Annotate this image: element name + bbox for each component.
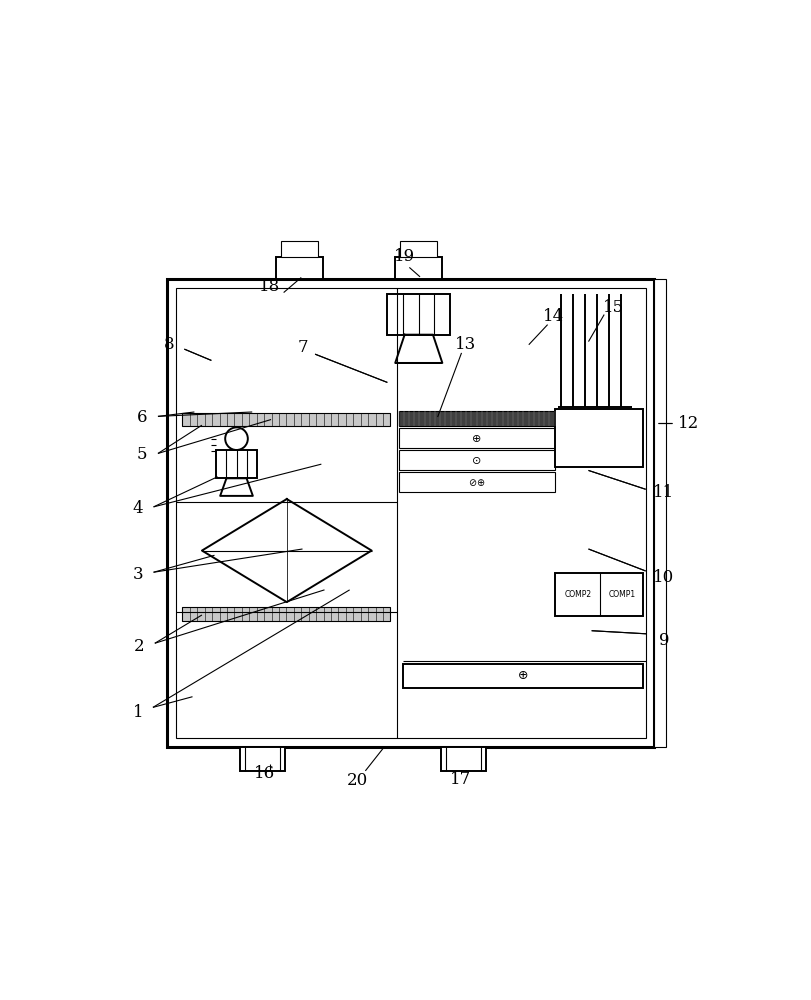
Text: 12: 12 bbox=[679, 415, 700, 432]
Bar bbox=[167, 279, 654, 747]
Text: COMP1: COMP1 bbox=[609, 590, 636, 599]
Bar bbox=[276, 257, 323, 279]
Bar bbox=[401, 241, 437, 257]
Text: 1: 1 bbox=[132, 704, 144, 721]
Bar bbox=[216, 450, 257, 478]
Bar bbox=[399, 428, 555, 448]
Text: 10: 10 bbox=[654, 569, 675, 586]
Bar bbox=[654, 279, 666, 747]
Bar bbox=[399, 411, 555, 426]
Text: 18: 18 bbox=[260, 278, 281, 295]
Text: $\oplus$: $\oplus$ bbox=[471, 433, 482, 444]
Bar bbox=[240, 747, 285, 771]
Text: 20: 20 bbox=[347, 772, 368, 789]
Text: 17: 17 bbox=[450, 771, 471, 788]
Text: 16: 16 bbox=[254, 765, 276, 782]
Bar bbox=[388, 294, 450, 335]
Bar bbox=[555, 573, 642, 616]
Bar bbox=[399, 472, 555, 492]
Bar bbox=[395, 257, 442, 279]
Bar bbox=[182, 413, 391, 426]
Text: 6: 6 bbox=[137, 409, 148, 426]
Bar bbox=[555, 409, 642, 467]
Bar bbox=[399, 450, 555, 470]
Text: $\oplus$: $\oplus$ bbox=[517, 669, 529, 682]
Text: $\odot$: $\odot$ bbox=[471, 455, 482, 466]
Text: 14: 14 bbox=[543, 308, 564, 325]
Text: 8: 8 bbox=[164, 336, 174, 353]
Text: 5: 5 bbox=[137, 446, 148, 463]
Text: COMP2: COMP2 bbox=[564, 590, 592, 599]
Bar bbox=[441, 747, 486, 771]
Bar bbox=[403, 664, 642, 688]
Text: 3: 3 bbox=[132, 566, 144, 583]
Bar bbox=[182, 607, 391, 621]
Text: 15: 15 bbox=[603, 299, 624, 316]
Text: 9: 9 bbox=[659, 632, 669, 649]
Text: 4: 4 bbox=[132, 500, 144, 517]
Text: 7: 7 bbox=[297, 339, 308, 356]
Text: 11: 11 bbox=[654, 484, 675, 501]
Text: 19: 19 bbox=[394, 248, 415, 265]
Text: 2: 2 bbox=[134, 638, 144, 655]
Bar bbox=[281, 241, 318, 257]
Text: $\oslash\!\oplus$: $\oslash\!\oplus$ bbox=[468, 477, 486, 488]
Text: 13: 13 bbox=[455, 336, 477, 353]
Bar bbox=[176, 288, 646, 738]
